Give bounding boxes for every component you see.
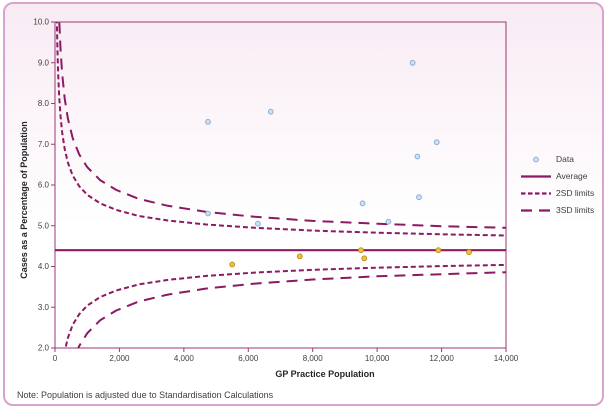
legend: Data Average 2SD limits 3SD limits: [520, 154, 594, 215]
legend-label: 2SD limits: [556, 188, 595, 198]
svg-text:4.0: 4.0: [38, 262, 50, 271]
note-text: Note: Population is adjusted due to Stan…: [17, 390, 274, 400]
svg-text:2.0: 2.0: [38, 344, 50, 353]
svg-text:14,000: 14,000: [494, 354, 519, 363]
legend-item-2sd: 2SD limits: [520, 188, 594, 198]
svg-text:8.0: 8.0: [38, 99, 50, 108]
svg-text:3.0: 3.0: [38, 303, 50, 312]
funnel-plot-canvas: 2.0 3.0 4.0 5.0 6.0 7.0 8.0 9.0 10.0 0 2,000 4,000 6…: [33, 18, 519, 364]
svg-text:7.0: 7.0: [38, 140, 50, 149]
short-dash-line-icon: [521, 191, 551, 195]
legend-item-3sd: 3SD limits: [520, 205, 594, 215]
legend-label: Average: [556, 171, 588, 181]
solid-line-icon: [521, 174, 551, 178]
svg-text:9.0: 9.0: [38, 58, 50, 67]
x-axis-title: GP Practice Population: [275, 369, 375, 379]
legend-item-data: Data: [520, 154, 594, 164]
svg-text:0: 0: [53, 354, 58, 363]
legend-label: Data: [556, 154, 574, 164]
chart-card: 2.0 3.0 4.0 5.0 6.0 7.0 8.0 9.0 10.0 0 2,000 4,000 6…: [3, 2, 604, 406]
svg-text:8,000: 8,000: [303, 354, 324, 363]
svg-text:6.0: 6.0: [38, 181, 50, 190]
legend-item-average: Average: [520, 171, 594, 181]
svg-text:4,000: 4,000: [174, 354, 195, 363]
svg-text:6,000: 6,000: [238, 354, 259, 363]
svg-text:2,000: 2,000: [109, 354, 130, 363]
svg-text:5.0: 5.0: [38, 221, 50, 230]
long-dash-line-icon: [521, 208, 551, 212]
svg-text:10,000: 10,000: [365, 354, 390, 363]
y-axis-title: Cases as a Percentage of Population: [19, 121, 29, 279]
svg-text:12,000: 12,000: [429, 354, 454, 363]
data-marker-icon: [533, 156, 539, 162]
legend-label: 3SD limits: [556, 205, 595, 215]
svg-text:10.0: 10.0: [33, 18, 49, 27]
